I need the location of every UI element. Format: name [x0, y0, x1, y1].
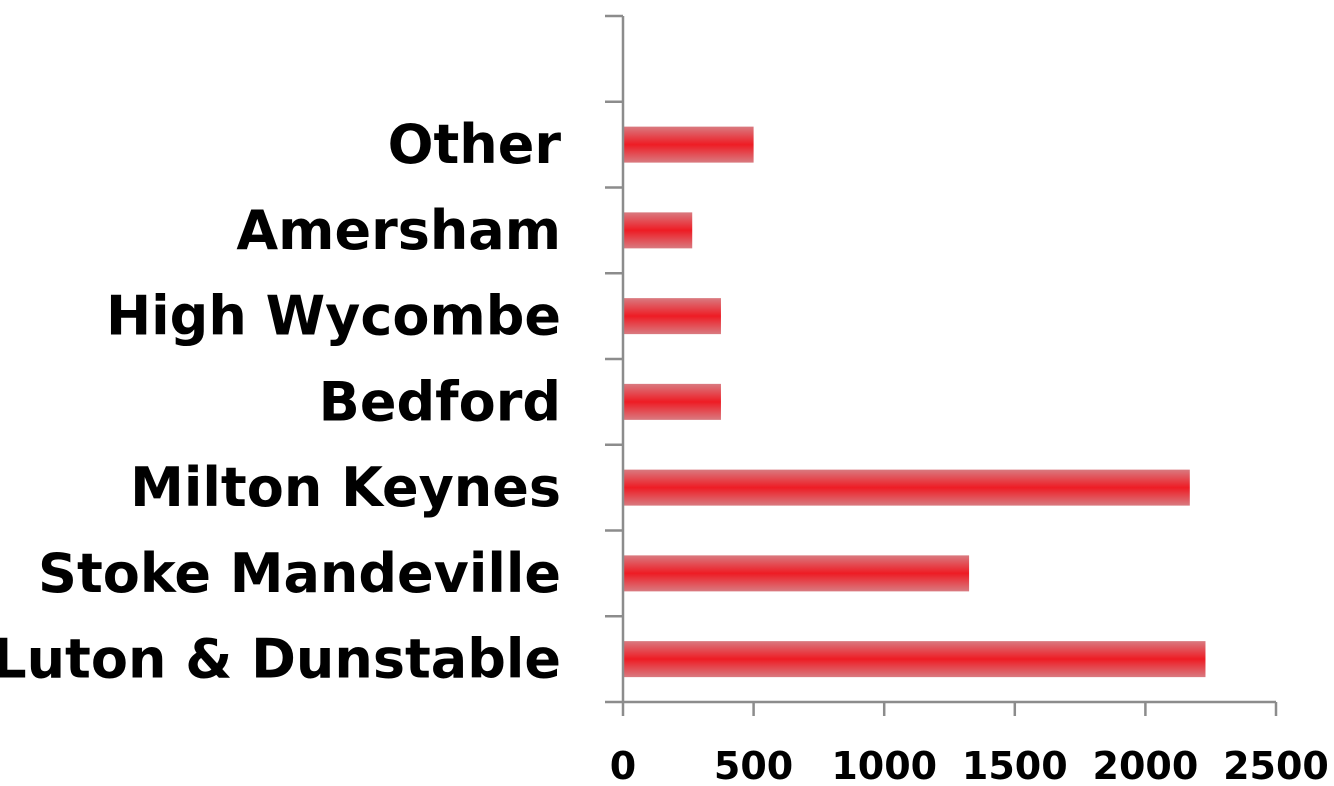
bar-5 — [623, 212, 693, 249]
category-label: High Wycombe — [106, 285, 561, 348]
category-label: Other — [388, 113, 562, 176]
category-label: Milton Keynes — [130, 456, 561, 519]
bar-1 — [623, 555, 970, 592]
x-tick-label: 1000 — [831, 744, 937, 786]
bar-0 — [623, 641, 1206, 678]
category-label: Amersham — [236, 199, 561, 262]
x-tick-label: 1500 — [962, 744, 1068, 786]
x-tick-label: 2500 — [1223, 744, 1329, 786]
bar-3 — [623, 383, 721, 420]
labels-group: Luton & Dunstable Stoke Mandeville Milton … — [0, 113, 1329, 786]
bar-4 — [623, 298, 721, 335]
category-label: Luton & Dunstable — [0, 628, 561, 691]
category-label: Stoke Mandeville — [38, 542, 561, 605]
bar-2 — [623, 469, 1190, 506]
x-tick-label: 0 — [610, 744, 636, 786]
bars-group — [623, 126, 1206, 678]
axes-group — [605, 14, 1278, 716]
x-tick-label: 500 — [714, 744, 793, 786]
bar-6 — [623, 126, 754, 163]
x-tick-label: 2000 — [1093, 744, 1199, 786]
category-label: Bedford — [319, 370, 561, 433]
